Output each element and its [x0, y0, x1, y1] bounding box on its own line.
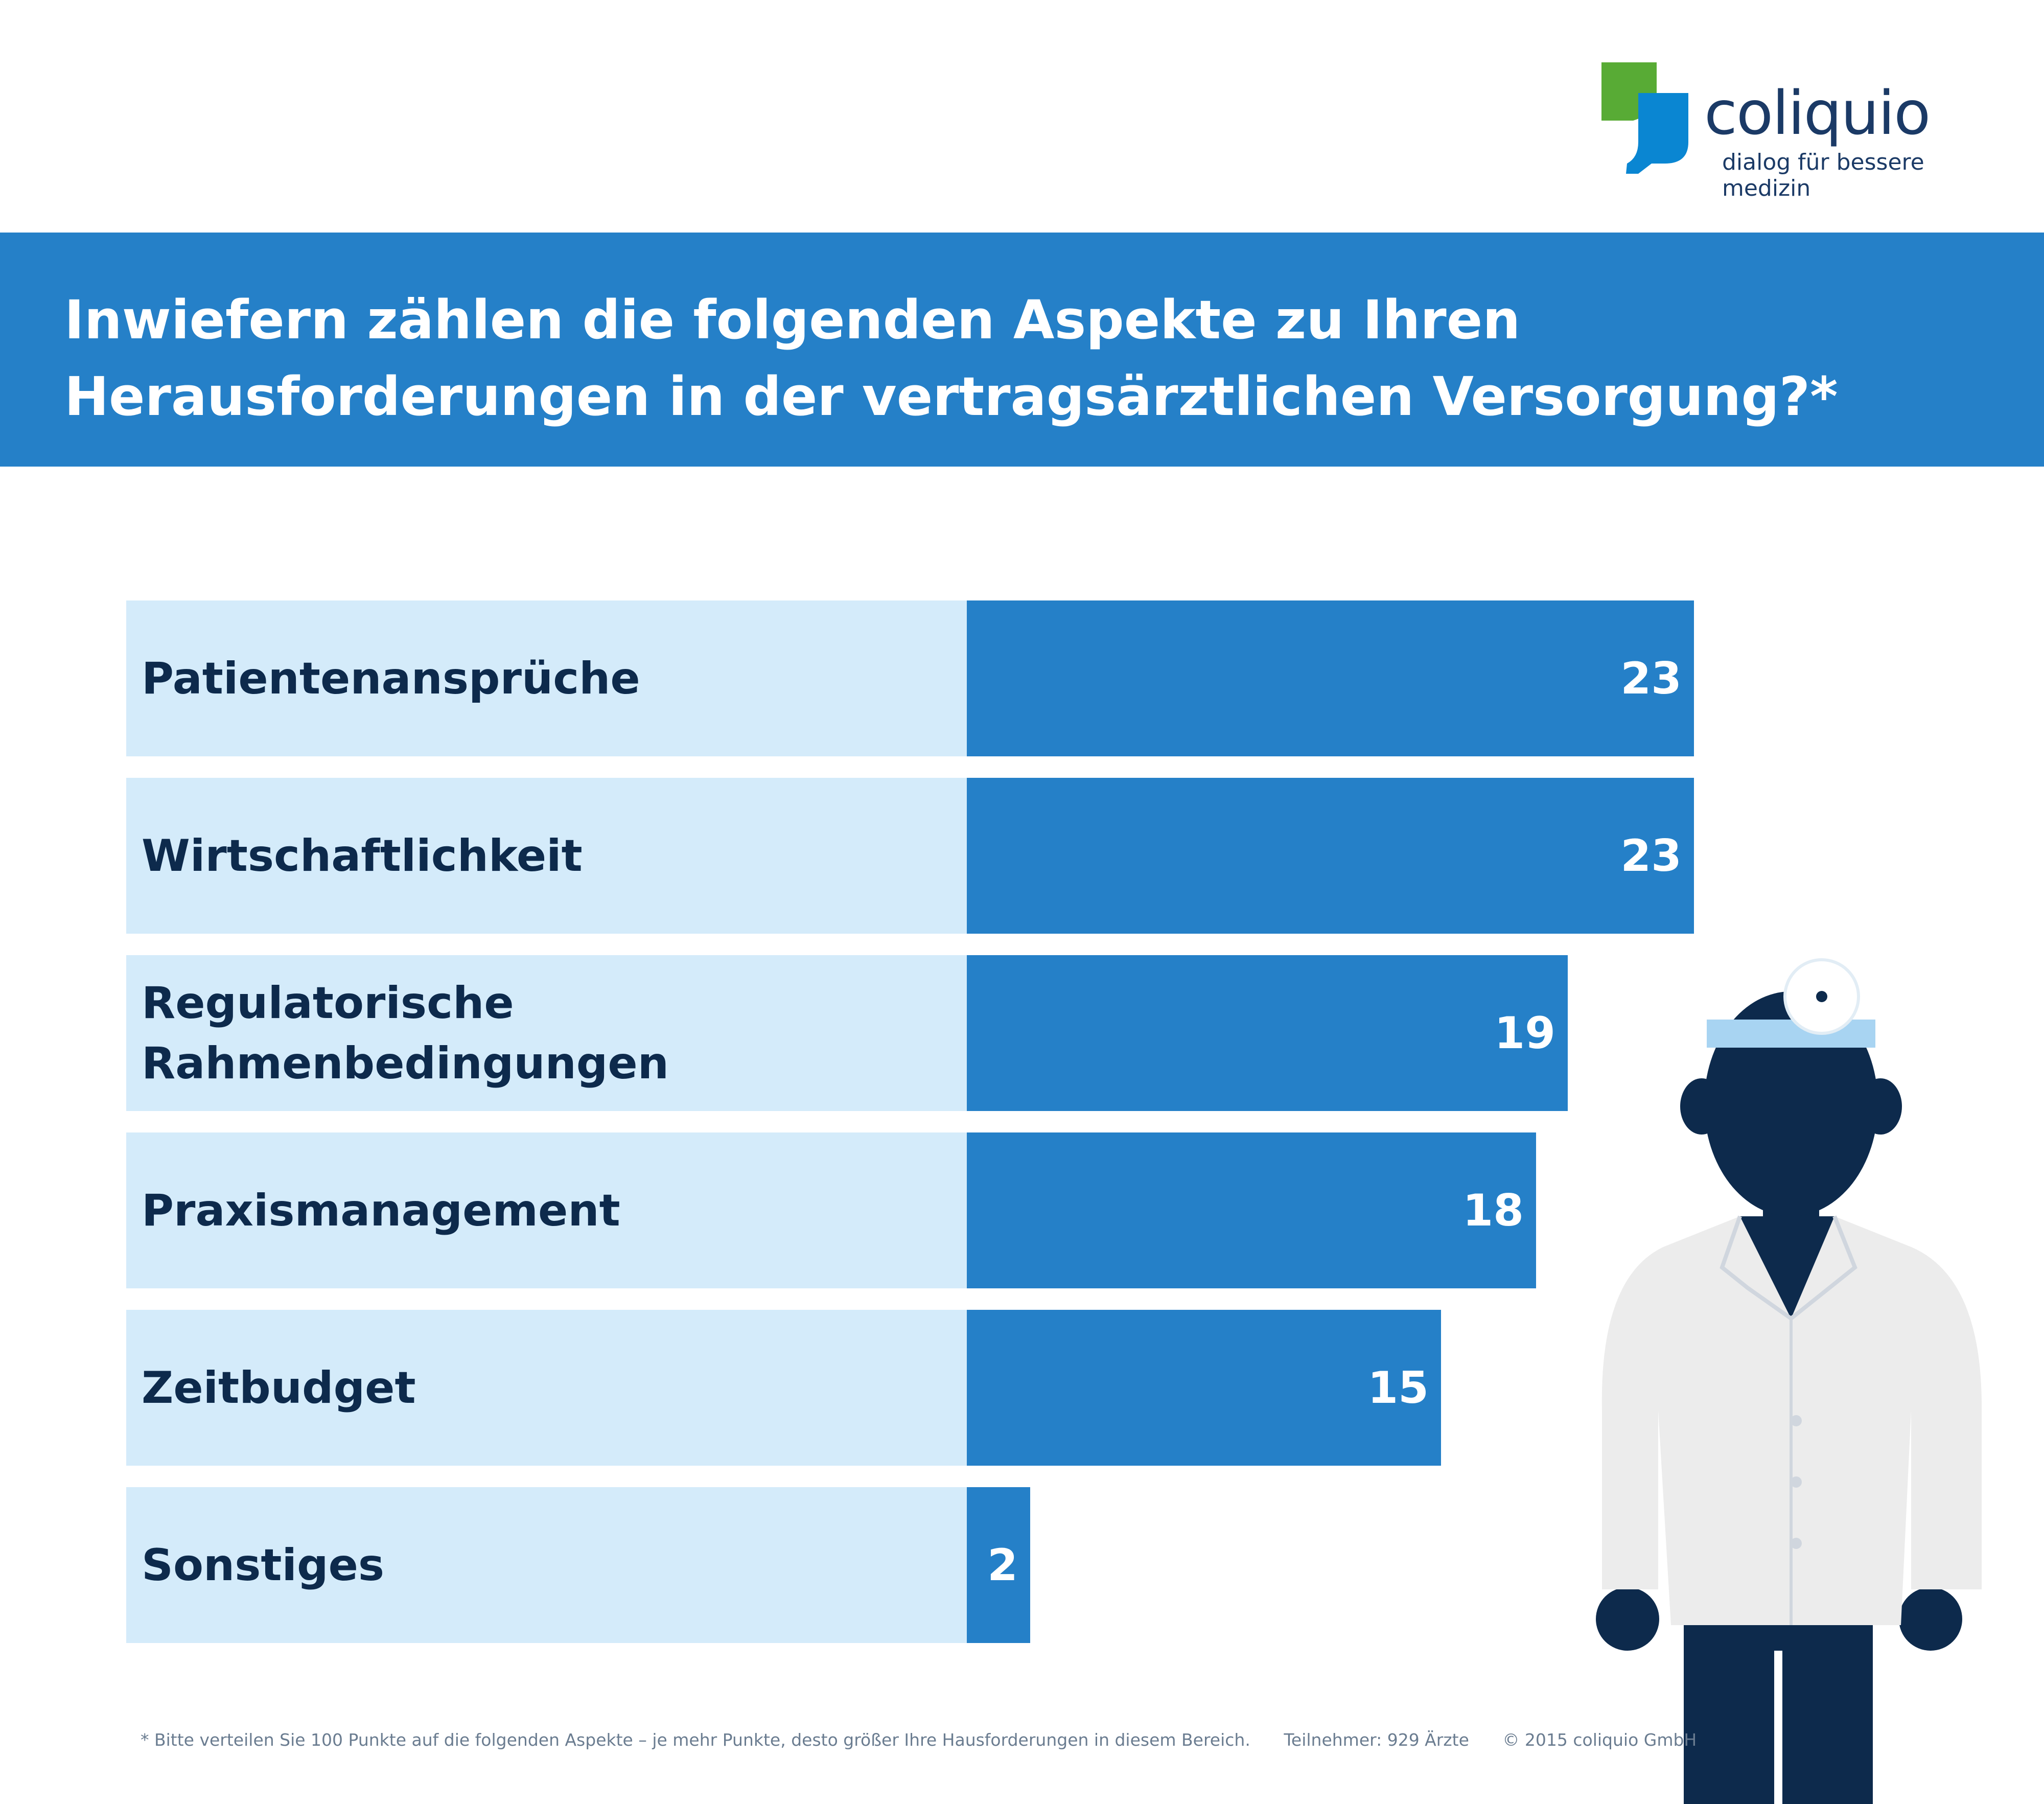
category-row: Wirtschaftlichkeit — [126, 778, 967, 934]
chart-title-line-2: Herausforderungen in der vertragsärztlic… — [64, 365, 1838, 428]
chart-title-line-1: Inwiefern zählen die folgenden Aspekte z… — [64, 289, 1521, 351]
category-label: Zeitbudget — [142, 1310, 949, 1466]
category-row: Regulatorische Rahmenbedingungen — [126, 955, 967, 1111]
footnote: * Bitte verteilen Sie 100 Punkte auf die… — [141, 1730, 1725, 1750]
category-row: Sonstiges — [126, 1487, 967, 1643]
category-label: Regulatorische Rahmenbedingungen — [142, 955, 949, 1111]
category-row: Patientenansprüche — [126, 600, 967, 756]
title-banner: Inwiefern zählen die folgenden Aspekte z… — [0, 233, 2044, 467]
bar-value-label: 2 — [987, 1539, 1018, 1591]
category-label-line: Zeitbudget — [142, 1362, 416, 1414]
category-label-line: Patientenansprüche — [142, 653, 640, 704]
bar-value-label: 23 — [1620, 653, 1682, 704]
bar-value-label: 18 — [1462, 1185, 1524, 1236]
logo-tagline: dialog für bessere medizin — [1722, 149, 1924, 201]
category-label-line: Wirtschaftlichkeit — [142, 830, 583, 882]
speech-bubbles-icon — [1601, 62, 1688, 184]
category-label-line: Sonstiges — [142, 1539, 385, 1591]
category-label: Patientenansprüche — [142, 600, 949, 756]
bar-value-label: 19 — [1494, 1007, 1555, 1059]
bar: 23 — [967, 778, 1694, 934]
category-label-line: Rahmenbedingungen — [142, 1037, 669, 1089]
bar: 2 — [967, 1487, 1030, 1643]
bar: 15 — [967, 1310, 1441, 1466]
category-label-text: Regulatorische Rahmenbedingungen — [142, 973, 669, 1094]
logo-wordmark: coliquio — [1704, 78, 1931, 148]
participants-text: Teilnehmer: 929 Ärzte — [1284, 1730, 1469, 1750]
category-label-line: Regulatorische — [142, 977, 514, 1029]
bar: 18 — [967, 1132, 1536, 1288]
category-label-line: Praxismanagement — [142, 1185, 620, 1236]
category-label-text: Zeitbudget — [142, 1358, 416, 1418]
category-label: Wirtschaftlichkeit — [142, 778, 949, 934]
bar-value-label: 23 — [1620, 830, 1682, 882]
category-label-text: Sonstiges — [142, 1535, 384, 1595]
bar-value-label: 15 — [1367, 1362, 1429, 1414]
footnote-text: * Bitte verteilen Sie 100 Punkte auf die… — [141, 1730, 1250, 1750]
category-label: Sonstiges — [142, 1487, 949, 1643]
category-row: Praxismanagement — [126, 1132, 967, 1288]
coliquio-logo: coliquio dialog für bessere medizin — [1594, 56, 2003, 201]
category-label: Praxismanagement — [142, 1132, 949, 1288]
category-row: Zeitbudget — [126, 1310, 967, 1466]
bar: 19 — [967, 955, 1568, 1111]
copyright-text: © 2015 coliquio GmbH — [1502, 1730, 1697, 1750]
category-label-text: Praxismanagement — [142, 1181, 620, 1241]
doctor-illustration-icon — [1596, 958, 1982, 1804]
chart-title: Inwiefern zählen die folgenden Aspekte z… — [64, 282, 2006, 435]
category-label-text: Wirtschaftlichkeit — [142, 826, 583, 886]
bar: 23 — [967, 600, 1694, 756]
category-label-text: Patientenansprüche — [142, 649, 640, 709]
